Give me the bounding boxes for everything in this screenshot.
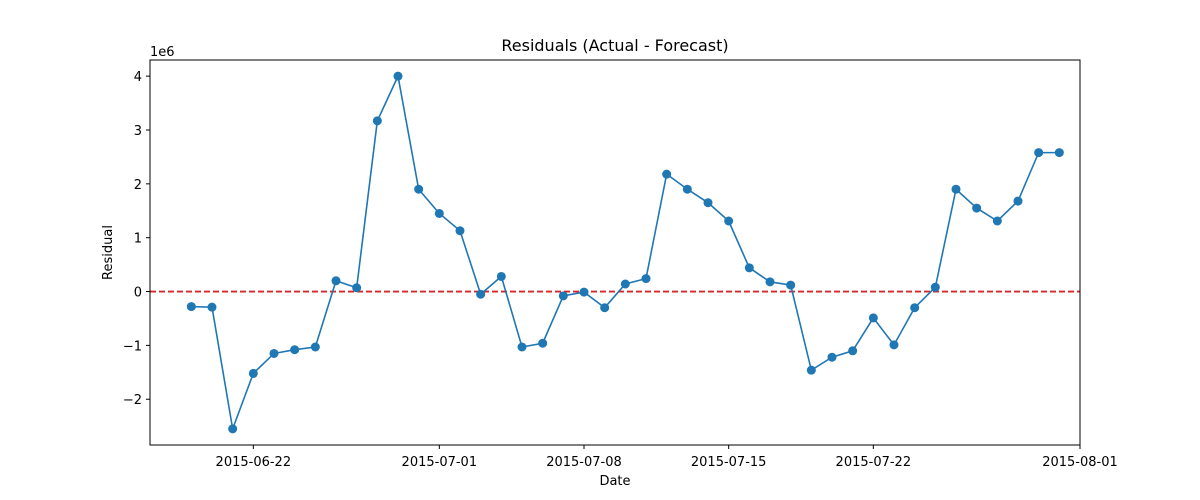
- data-point-2015-07-21: [848, 346, 858, 356]
- y-axis-label: Residual: [101, 225, 116, 280]
- data-point-2015-06-19: [186, 302, 196, 312]
- data-point-2015-07-10: [620, 279, 630, 289]
- x-tick-label: 2015-08-01: [1042, 455, 1118, 470]
- y-tick-label: 2: [134, 178, 142, 193]
- data-point-2015-07-16: [744, 263, 754, 273]
- data-point-2015-07-22: [868, 313, 878, 323]
- y-tick-label: 4: [134, 70, 142, 85]
- y-tick-label: 1: [134, 232, 142, 247]
- data-point-2015-06-23: [269, 348, 279, 358]
- data-point-2015-07-13: [682, 184, 692, 194]
- series-line: [191, 73, 1060, 432]
- data-point-2015-06-25: [310, 342, 320, 352]
- x-tick-label: 2015-07-08: [546, 455, 622, 470]
- data-point-2015-07-23: [889, 340, 899, 350]
- data-point-2015-07-17: [765, 277, 775, 287]
- data-point-2015-07-30: [1034, 148, 1044, 158]
- data-point-2015-07-04: [496, 271, 506, 281]
- data-point-2015-07-08: [579, 287, 589, 297]
- data-point-2015-07-06: [538, 338, 548, 348]
- data-point-2015-06-22: [248, 368, 258, 378]
- data-point-2015-07-11: [641, 274, 651, 284]
- data-point-2015-06-28: [372, 116, 382, 126]
- data-point-2015-06-20: [207, 302, 217, 312]
- data-point-2015-07-29: [1013, 196, 1023, 206]
- y-tick-label: 0: [134, 286, 142, 301]
- x-tick-label: 2015-07-01: [402, 455, 478, 470]
- data-point-2015-07-24: [910, 303, 920, 313]
- data-point-2015-07-25: [930, 282, 940, 292]
- y-tick-label: −2: [123, 393, 142, 408]
- x-axis-label: Date: [599, 474, 630, 489]
- data-point-2015-07-02: [455, 226, 465, 236]
- data-point-2015-07-18: [786, 280, 796, 290]
- y-tick-label: 3: [134, 124, 142, 139]
- data-point-2015-07-31: [1054, 148, 1064, 158]
- data-point-2015-07-09: [600, 303, 610, 313]
- data-point-2015-07-15: [724, 216, 734, 226]
- data-point-2015-07-03: [476, 289, 486, 299]
- plot-layer: 2015-06-22 2015-07-01 2015-07-08 2015-07-15…: [123, 59, 1118, 470]
- x-tick-label: 2015-07-15: [691, 455, 767, 470]
- data-point-2015-06-26: [331, 276, 341, 286]
- data-point-2015-07-14: [703, 198, 713, 208]
- plot-frame: [149, 59, 1081, 446]
- data-point-2015-06-27: [352, 283, 362, 293]
- data-point-2015-07-19: [806, 365, 816, 375]
- data-point-2015-06-21: [228, 424, 238, 434]
- data-point-2015-07-07: [558, 291, 568, 301]
- y-axis-multiplier: 1e6: [150, 45, 175, 60]
- data-point-2015-07-01: [434, 208, 444, 218]
- y-tick-label: −1: [123, 339, 142, 354]
- data-point-2015-07-28: [992, 216, 1002, 226]
- data-point-2015-06-24: [290, 345, 300, 355]
- x-tick-label: 2015-07-22: [836, 455, 912, 470]
- data-point-2015-07-20: [827, 352, 837, 362]
- data-point-2015-07-27: [972, 203, 982, 213]
- data-point-2015-07-05: [517, 342, 527, 352]
- x-tick-label: 2015-06-22: [216, 455, 292, 470]
- data-point-2015-06-29: [393, 71, 403, 81]
- chart-title: Residuals (Actual - Forecast): [501, 36, 728, 55]
- data-point-2015-07-26: [951, 184, 961, 194]
- data-point-2015-06-30: [414, 184, 424, 194]
- data-point-2015-07-12: [662, 169, 672, 179]
